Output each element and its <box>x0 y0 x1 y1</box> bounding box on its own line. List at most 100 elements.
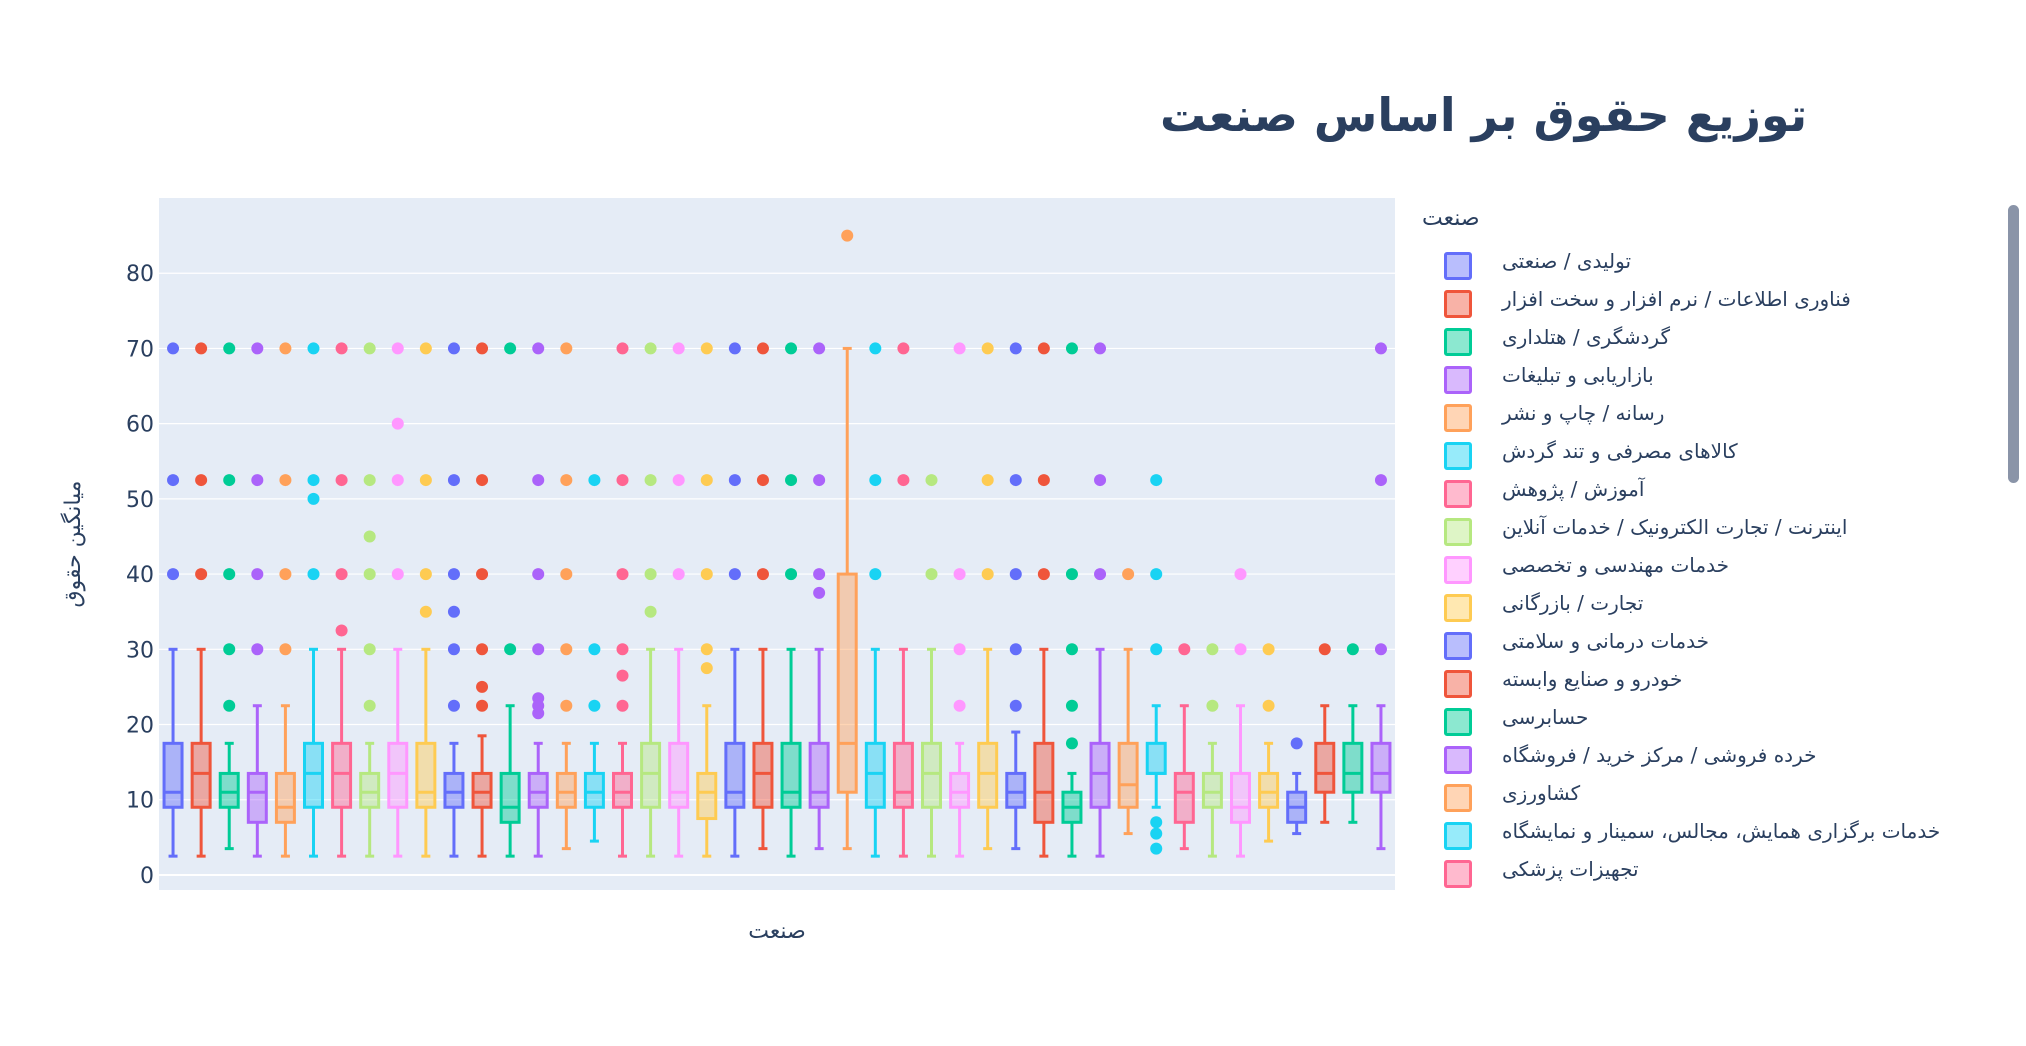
box-iqr <box>1145 741 1167 775</box>
box-trace[interactable] <box>190 342 212 858</box>
box-trace[interactable] <box>612 342 633 858</box>
legend-item[interactable]: خدمات درمانی و سلامتی <box>1440 627 1980 665</box>
legend-item[interactable]: خودرو و صنایع وابسته <box>1440 665 1980 703</box>
box-trace[interactable] <box>471 342 493 858</box>
legend-item[interactable]: خدمات مهندسی و تخصصی <box>1440 551 1980 589</box>
legend-label: کشاورزی <box>1502 781 1581 805</box>
box-trace[interactable] <box>836 229 858 851</box>
box-trace[interactable] <box>274 342 296 858</box>
box-iqr <box>387 741 409 809</box>
legend-scrollbar[interactable] <box>2008 205 2019 483</box>
outlier-point <box>813 568 826 581</box>
legend-swatch <box>1444 442 1472 470</box>
legend-item[interactable]: خدمات برگزاری همایش، مجالس، سمینار و نما… <box>1440 817 1980 855</box>
legend-label: تجهیزات پزشکی <box>1502 857 1639 881</box>
box-trace[interactable] <box>724 342 746 858</box>
outlier-point <box>1094 568 1107 581</box>
box-trace[interactable] <box>387 342 409 858</box>
outlier-point <box>251 568 264 581</box>
box-trace[interactable] <box>443 342 465 858</box>
box-trace[interactable] <box>499 342 521 858</box>
box-trace[interactable] <box>1230 568 1251 858</box>
legend-label: آموزش / پژوهش <box>1502 477 1645 501</box>
legend-item[interactable]: رسانه / چاپ و نشر <box>1440 399 1980 437</box>
legend-label: رسانه / چاپ و نشر <box>1502 401 1665 425</box>
box-trace[interactable] <box>246 342 268 858</box>
legend-item[interactable]: کالاهای مصرفی و تند گردش <box>1440 437 1980 475</box>
legend-item[interactable]: فناوری اطلاعات / نرم افزار و سخت افزار <box>1440 285 1980 323</box>
box-trace[interactable] <box>780 342 802 858</box>
outlier-point <box>588 699 601 712</box>
box-iqr <box>668 741 690 809</box>
outlier-point <box>700 568 713 581</box>
box-trace[interactable] <box>218 342 240 851</box>
outlier-point <box>869 342 882 355</box>
box-trace[interactable] <box>949 342 971 858</box>
outlier-point <box>195 342 208 355</box>
legend-label: خرده فروشی / مرکز خرید / فروشگاه <box>1502 743 1817 767</box>
box-trace[interactable] <box>668 342 690 858</box>
box-trace[interactable] <box>1005 342 1027 851</box>
box-trace[interactable] <box>921 474 942 858</box>
box-trace[interactable] <box>1117 568 1139 836</box>
box-trace[interactable] <box>359 342 381 858</box>
outlier-point <box>447 643 460 656</box>
box-trace[interactable] <box>162 342 184 858</box>
box-iqr <box>471 771 493 809</box>
box-trace[interactable] <box>1061 342 1083 858</box>
box-trace[interactable] <box>1342 643 1364 824</box>
legend-item[interactable]: اینترنت / تجارت الکترونیک / خدمات آنلاین <box>1440 513 1980 551</box>
legend-swatch <box>1444 366 1472 394</box>
box-trace[interactable] <box>1145 474 1167 855</box>
legend-label: گردشگری / هتلداری <box>1502 325 1670 349</box>
outlier-point <box>1009 568 1022 581</box>
legend-item[interactable]: حسابرسی <box>1440 703 1980 741</box>
box-trace[interactable] <box>583 474 605 843</box>
box-trace[interactable] <box>696 342 718 858</box>
outlier-point <box>419 568 432 581</box>
box-trace[interactable] <box>892 342 914 858</box>
box-trace[interactable] <box>527 342 549 858</box>
legend-item[interactable]: تجهیزات پزشکی <box>1440 855 1980 893</box>
box-trace[interactable] <box>808 342 830 851</box>
outlier-point <box>813 586 826 599</box>
outlier-point <box>672 568 685 581</box>
outlier-point <box>363 530 376 543</box>
box-trace[interactable] <box>331 342 353 858</box>
outlier-point <box>700 342 713 355</box>
outlier-point <box>391 342 404 355</box>
box-trace[interactable] <box>1286 737 1308 836</box>
box-trace[interactable] <box>977 342 999 851</box>
outlier-point <box>223 643 236 656</box>
outlier-point <box>167 474 180 487</box>
box-trace[interactable] <box>864 342 886 858</box>
box-trace[interactable] <box>1201 643 1223 858</box>
legend-item[interactable]: گردشگری / هتلداری <box>1440 323 1980 361</box>
box-trace[interactable] <box>415 342 437 858</box>
legend-item[interactable]: تجارت / بازرگانی <box>1440 589 1980 627</box>
outlier-point <box>1065 643 1078 656</box>
legend-item[interactable]: خرده فروشی / مرکز خرید / فروشگاه <box>1440 741 1980 779</box>
box-trace[interactable] <box>1173 643 1195 851</box>
outlier-point <box>335 474 348 487</box>
box-iqr <box>415 741 437 809</box>
outlier-point <box>672 342 685 355</box>
box-trace[interactable] <box>303 342 324 858</box>
box-trace[interactable] <box>640 342 662 858</box>
outlier-point <box>279 643 292 656</box>
box-trace[interactable] <box>1370 342 1392 851</box>
legend-item[interactable]: تولیدی / صنعتی <box>1440 247 1980 285</box>
outlier-point <box>447 474 460 487</box>
box-trace[interactable] <box>1033 342 1055 858</box>
outlier-point <box>1346 643 1359 656</box>
legend-item[interactable]: آموزش / پژوهش <box>1440 475 1980 513</box>
box-trace[interactable] <box>1089 342 1111 858</box>
box-trace[interactable] <box>752 342 774 851</box>
legend-swatch <box>1444 328 1472 356</box>
y-tick-label: 60 <box>126 413 154 438</box>
box-trace[interactable] <box>555 342 577 851</box>
box-trace[interactable] <box>1258 643 1280 843</box>
legend-item[interactable]: بازاریابی و تبلیغات <box>1440 361 1980 399</box>
box-trace[interactable] <box>1314 643 1336 824</box>
legend-item[interactable]: کشاورزی <box>1440 779 1980 817</box>
